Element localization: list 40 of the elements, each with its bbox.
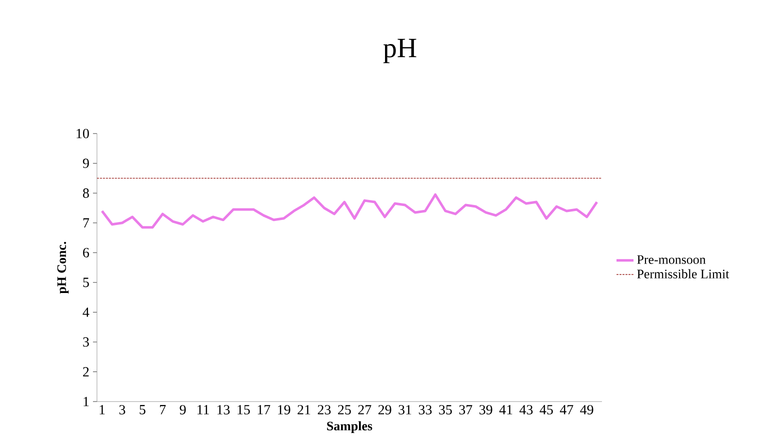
y-tick-label: 10 [76,128,89,138]
y-tick-label: 3 [83,337,89,347]
x-tick-label: 3 [119,404,126,414]
x-tick-label: 47 [560,404,574,414]
y-tick-label: 2 [83,366,89,376]
x-tick-label: 19 [278,404,290,414]
x-tick-label: 29 [378,404,392,414]
x-tick-label: 27 [358,404,372,414]
legend-label: Permissible Limit [637,269,730,278]
x-tick-label: 45 [540,404,553,414]
x-tick-label: 37 [459,404,472,414]
x-tick-label: 39 [480,404,492,414]
x-tick-label: 9 [180,404,186,414]
y-tick-label: 4 [82,307,90,317]
x-tick-label: 33 [418,404,432,414]
y-tick-label: 5 [83,278,89,287]
chart-title: pH [383,38,416,63]
x-tick-label: 7 [160,404,166,414]
y-axis-title: pH Conc. [57,242,69,294]
x-tick-label: 49 [580,404,594,414]
x-tick-label: 5 [140,404,146,414]
legend-label: Pre-monsoon [637,255,706,264]
x-tick-label: 1 [100,404,105,414]
x-tick-label: 23 [318,404,331,414]
x-tick-label: 31 [398,404,412,414]
x-tick-label: 15 [238,404,250,414]
x-tick-label: 35 [439,404,452,414]
x-axis-title: Samples [327,421,372,433]
x-tick-label: 11 [198,404,209,414]
y-tick-label: 6 [83,248,90,258]
y-tick-label: 9 [82,158,89,168]
y-tick-label: 1 [84,396,89,406]
x-tick-label: 17 [258,404,270,414]
x-tick-label: 41 [499,404,512,414]
x-tick-label: 43 [520,404,533,414]
x-tick-label: 13 [217,404,230,414]
x-tick-label: 21 [298,404,310,414]
x-tick-label: 25 [338,404,351,414]
y-tick-label: 7 [83,218,90,228]
y-tick-label: 8 [83,188,89,198]
